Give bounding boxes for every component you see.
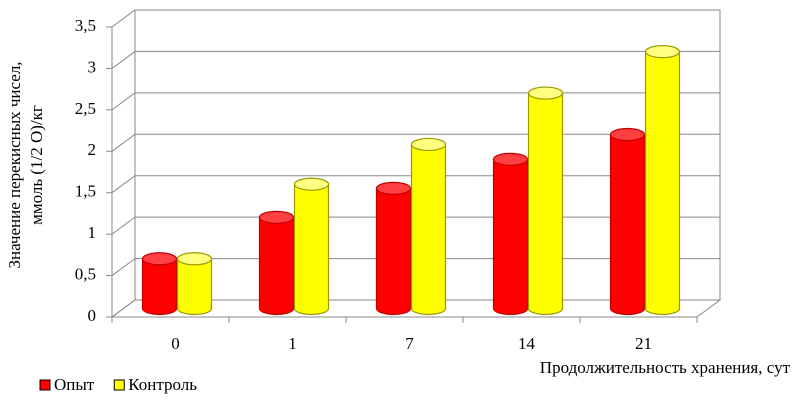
y-tick-label: 2 [88, 140, 97, 159]
bar-top [527, 86, 564, 100]
bar-top [293, 177, 330, 191]
grid-line [111, 50, 720, 69]
bar [644, 51, 681, 316]
x-tick-label: 14 [518, 334, 536, 353]
bar-top [375, 181, 412, 195]
y-axis-title-line: Значение перекисных чисел, [5, 61, 24, 268]
y-axis-title: Значение перекисных чисел, ммоль (1/2 О)… [5, 61, 46, 268]
bar-top [258, 210, 295, 224]
y-tick-label: 3 [88, 57, 97, 76]
bar-top [176, 252, 213, 266]
x-tick-label: 0 [171, 334, 180, 353]
bar [375, 187, 412, 316]
x-tick-label: 7 [405, 334, 414, 353]
legend-label: Опыт [54, 375, 95, 394]
bar-top [644, 45, 681, 59]
bar-top [141, 252, 178, 266]
bar [492, 158, 529, 316]
bar [258, 216, 295, 316]
y-tick-label: 2,5 [75, 99, 96, 118]
grid-line [111, 133, 720, 152]
y-tick-label: 1 [88, 223, 97, 242]
y-tick-label: 0 [88, 306, 97, 325]
grid-line [111, 92, 720, 111]
y-axis-title-line: ммоль (1/2 О)/кг [27, 105, 46, 225]
y-tick-label: 3,5 [75, 16, 96, 35]
bar [609, 133, 646, 316]
grid-line [111, 9, 720, 28]
bar [527, 92, 564, 316]
bar [410, 143, 447, 316]
bar [293, 183, 330, 316]
x-tick-label: 21 [635, 334, 652, 353]
bar-top [609, 127, 646, 142]
bar-top [410, 137, 447, 152]
bar-top [492, 152, 529, 166]
bar [176, 258, 213, 316]
legend-label: Контроль [128, 375, 197, 394]
x-tick-label: 1 [288, 334, 297, 353]
y-tick-label: 1,5 [75, 182, 96, 201]
legend-swatch [39, 379, 51, 391]
x-axis-title: Продолжительность хранения, сут [540, 358, 791, 377]
y-tick-label: 0,5 [75, 264, 96, 283]
legend-swatch [113, 379, 125, 391]
bar [141, 258, 178, 316]
